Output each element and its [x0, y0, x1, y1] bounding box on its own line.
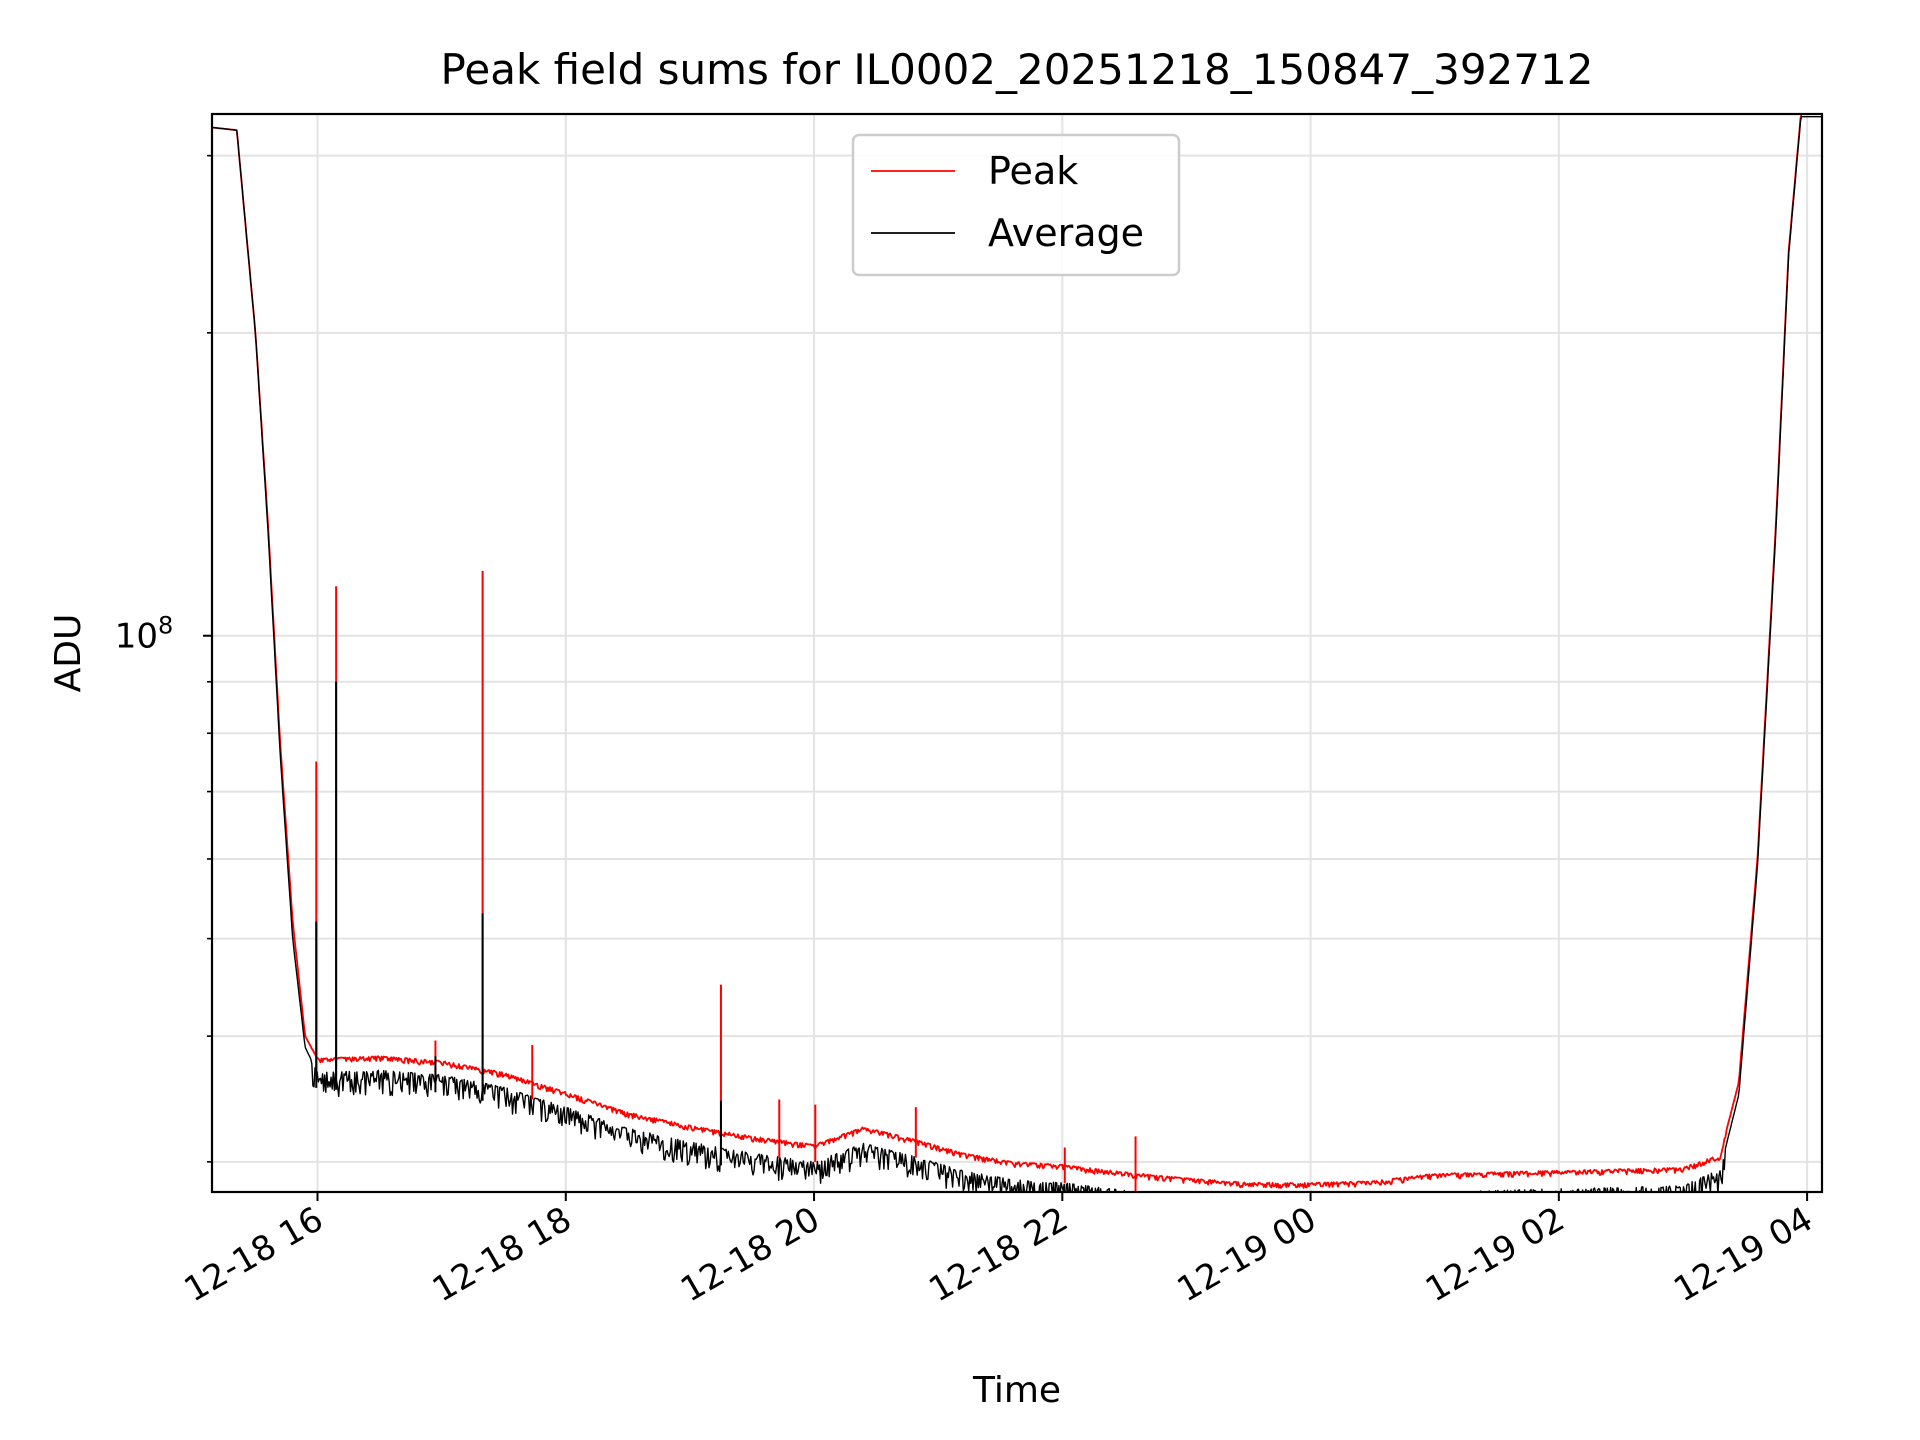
y-tick-label: 108 [115, 612, 174, 657]
grid [212, 114, 1822, 1192]
chart-title: Peak field sums for IL0002_20251218_1508… [441, 45, 1594, 94]
plot-frame [210, 112, 1824, 1194]
legend-label-peak: Peak [988, 149, 1078, 193]
y-axis-label: ADU [48, 614, 89, 693]
legend-box [851, 133, 1181, 277]
series-line-average [212, 116, 1822, 1192]
series-layer [212, 114, 1822, 1192]
series-line-peak [212, 114, 1822, 1189]
x-axis-label: Time [972, 1370, 1061, 1411]
legend-label-average: Average [988, 211, 1144, 255]
legend: Peak Average [851, 133, 1181, 277]
